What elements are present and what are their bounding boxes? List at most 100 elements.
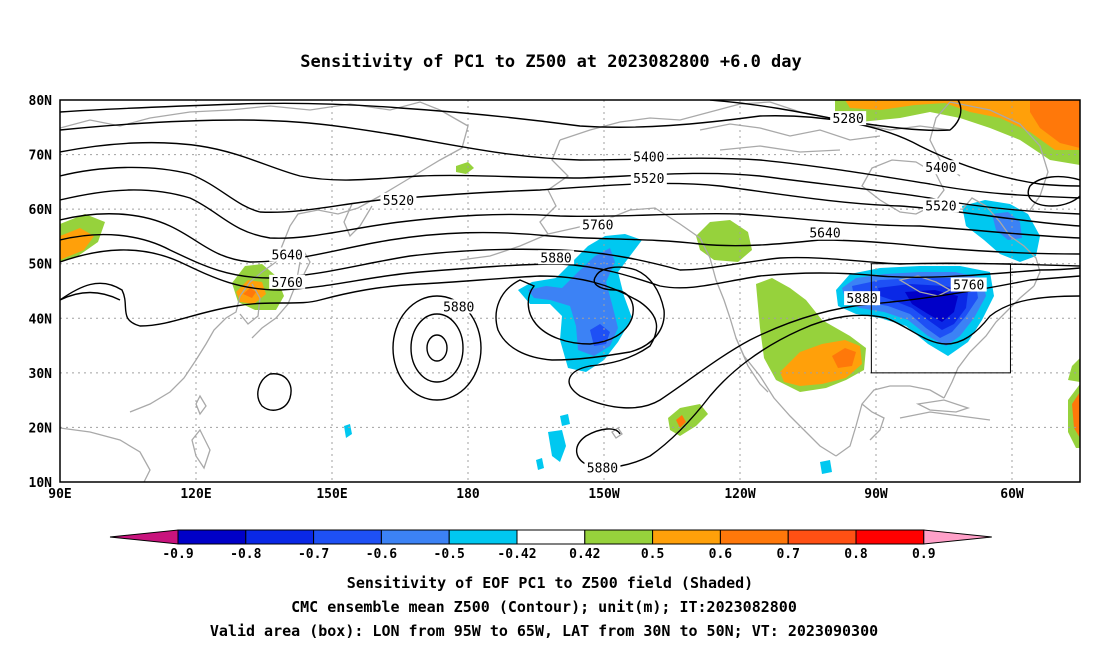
shade-pacific-orange <box>676 415 686 428</box>
shade-speck-3 <box>560 414 570 426</box>
contour-label-bg <box>807 225 843 240</box>
contour-label: 5760 <box>582 219 613 234</box>
coast-florida <box>943 285 1035 399</box>
contour-5880-pacific-ridge <box>495 266 665 361</box>
colorbar-label: -0.42 <box>497 547 536 562</box>
colorbar-label: 0.7 <box>776 547 799 562</box>
contour-label-bg <box>950 277 987 292</box>
coast-china-korea <box>129 261 277 413</box>
contour-5760 <box>60 249 1080 291</box>
contour-5640 <box>60 213 1080 263</box>
lat-tick-label: 30N <box>29 367 53 382</box>
coast-hawaii <box>611 427 623 439</box>
coast-indochina <box>60 427 151 482</box>
colorbar-bin <box>448 529 518 545</box>
contour-label: 5760 <box>953 279 984 294</box>
contour-5520 <box>60 166 1080 227</box>
colorbar-labels: -0.9 -0.8 -0.7 -0.6 -0.5 -0.42 0.42 0.5 0.6 0.7 0.… <box>162 547 935 562</box>
contour-label: 5880 <box>587 461 618 476</box>
contour-5880-main <box>576 295 1080 469</box>
coast-kamchatka <box>343 203 373 238</box>
lat-tick-label: 50N <box>29 258 53 273</box>
contour-label-bg <box>579 217 616 232</box>
colorbar-label: 0.5 <box>641 547 664 562</box>
coast-taiwan <box>195 394 207 416</box>
shade-east-edge-green <box>1068 358 1080 382</box>
contour-label: 5880 <box>540 251 571 266</box>
contour-5880-west <box>60 291 121 301</box>
colorbar-bin <box>245 529 315 545</box>
contour-labels: 5280 5400 5400 5520 5520 5520 5640 5640 5760 5760… <box>269 111 987 476</box>
lon-axis: 90E 120E 150E 180 150W 120W 90W 60W <box>48 487 1024 502</box>
coast-korea-peninsula <box>239 283 261 325</box>
lon-tick-label: 120W <box>724 487 755 502</box>
shade-east-edge-orange <box>1072 392 1080 438</box>
contour-label: 5640 <box>809 227 840 242</box>
colorbar-label: -0.7 <box>298 547 329 562</box>
contour-label-bg <box>269 274 306 289</box>
coast-philippines <box>191 428 211 470</box>
lat-tick-label: 40N <box>29 312 53 327</box>
lon-tick-label: 60W <box>1000 487 1024 502</box>
lat-tick-label: 10N <box>29 476 53 491</box>
lon-tick-label: 150E <box>316 487 347 502</box>
contour-label: 5400 <box>633 150 664 165</box>
shade-greenland-dark-orange <box>1030 100 1080 148</box>
contour-label: 5520 <box>633 172 664 187</box>
colorbar: -0.9 -0.8 -0.7 -0.6 -0.5 -0.42 0.42 0.5 0.6 0.7 0.… <box>109 529 992 562</box>
lat-tick-label: 80N <box>29 94 53 109</box>
coast-na-west <box>709 257 837 457</box>
colorbar-high-extend <box>923 529 992 545</box>
contour-label-bg <box>630 171 667 186</box>
contour-label-bg <box>830 111 867 126</box>
coast-yucatan <box>861 403 885 441</box>
contour-5820 <box>60 275 1080 409</box>
coast-cuba <box>915 399 971 413</box>
coast-siberia-east <box>275 109 469 263</box>
contour-5700 <box>60 233 1080 279</box>
colorbar-label: 0.8 <box>844 547 868 562</box>
colorbar-bin <box>855 529 925 545</box>
coast-alaska-arctic <box>559 101 771 141</box>
colorbar-bin <box>652 529 721 545</box>
coast-caribbean <box>899 411 991 421</box>
coast-arctic-islands <box>699 123 881 141</box>
contour-5940-closed-low <box>410 313 464 383</box>
contour-label-bg <box>269 247 306 262</box>
colorbar-label: 0.6 <box>709 547 733 562</box>
shade-speck-4 <box>536 458 544 470</box>
contour-5280 <box>709 100 962 132</box>
lat-tick-label: 70N <box>29 149 53 164</box>
lon-tick-label: 180 <box>456 487 480 502</box>
colorbar-bin <box>719 529 789 545</box>
coast-gulf-mexico <box>835 385 945 457</box>
colorbar-bin <box>516 529 586 545</box>
shade-speck-2 <box>548 430 566 462</box>
contour-label: 5640 <box>272 249 303 264</box>
contour-5880-japan-loop <box>257 373 292 411</box>
contour-label-bg <box>584 460 621 475</box>
contour-label: 5280 <box>833 112 864 127</box>
z500-contours <box>60 100 1080 469</box>
coast-hudson-bay <box>861 159 945 215</box>
map-frame <box>59 99 1081 483</box>
coast-aleutians <box>459 233 549 261</box>
contour-6000-closed-low <box>426 334 448 362</box>
shade-eastus-darkest-blue <box>905 290 958 322</box>
shade-alaska-north-green <box>456 162 474 174</box>
contour-label: 5520 <box>925 199 956 214</box>
colorbar-label: -0.8 <box>230 547 261 562</box>
contour-label: 5520 <box>383 194 414 209</box>
colorbar-bin <box>177 529 247 545</box>
colorbar-bin <box>380 529 450 545</box>
shade-pacific-green <box>668 404 708 436</box>
coast-great-lakes <box>898 275 952 297</box>
contour-5580 <box>60 189 1080 239</box>
contour-label-bg <box>922 160 959 175</box>
contour-label-bg <box>630 149 667 164</box>
contour-5880-labrador-loop <box>1027 175 1080 207</box>
shade-korea-dark-orange <box>243 288 256 298</box>
contour-label-bg <box>440 299 477 314</box>
contour-5400 <box>60 119 1080 199</box>
lon-tick-label: 120E <box>180 487 211 502</box>
